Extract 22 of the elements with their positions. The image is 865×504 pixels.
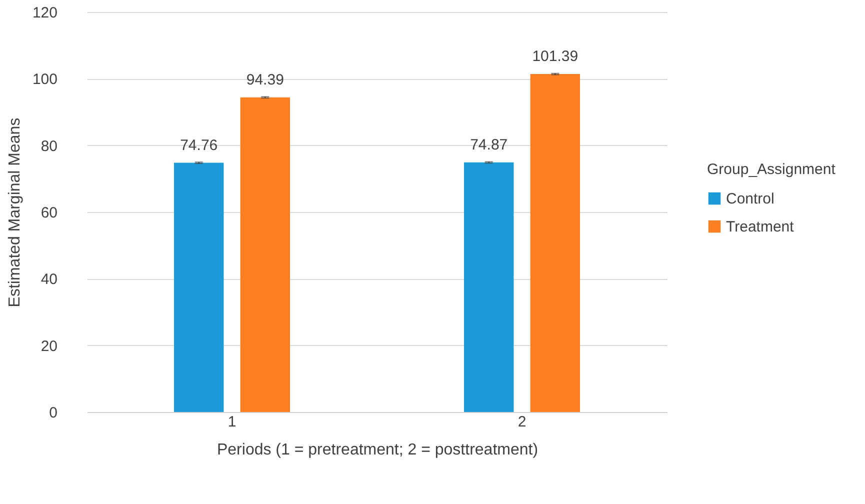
y-tick-label: 100 xyxy=(32,71,58,88)
legend-label: Treatment xyxy=(726,218,795,236)
y-tick-label: 0 xyxy=(49,404,58,422)
data-label: 101.39 xyxy=(532,48,578,66)
x-tick-label: 1 xyxy=(228,414,236,430)
bar xyxy=(240,97,290,412)
bar xyxy=(464,162,514,412)
x-axis-title: Periods (1 = pretreatment; 2 = posttreatment) xyxy=(216,442,538,458)
bar xyxy=(174,162,224,412)
y-tick-label: 80 xyxy=(40,138,58,155)
y-tick-label: 120 xyxy=(32,4,58,22)
y-tick-label: 60 xyxy=(40,204,58,222)
data-label: 74.76 xyxy=(180,136,218,154)
data-label: 74.87 xyxy=(470,136,508,154)
y-axis-title: Estimated Marginal Means xyxy=(6,118,24,308)
legend-title: Group_Assignment xyxy=(707,161,836,178)
y-tick-label: 40 xyxy=(40,271,58,288)
legend-label: Control xyxy=(726,190,774,208)
bar xyxy=(530,74,580,412)
y-tick-label: 20 xyxy=(40,338,58,355)
data-label: 94.39 xyxy=(246,71,284,88)
x-tick-label: 2 xyxy=(518,414,526,430)
